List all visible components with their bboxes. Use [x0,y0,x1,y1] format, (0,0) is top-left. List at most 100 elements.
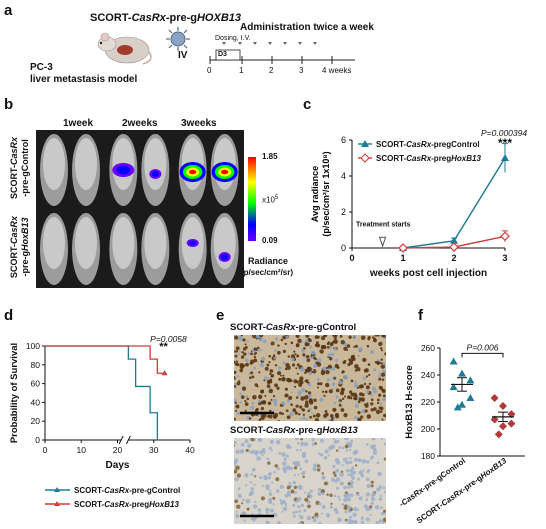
data-point [466,376,475,384]
cell-nucleus [379,410,383,414]
cell-nucleus [293,474,297,477]
cell-nucleus [241,386,247,391]
data-point [398,243,408,253]
cell-nucleus [358,470,364,476]
cell-nucleus [244,484,248,487]
cell-nucleus [349,457,352,460]
col-header-1week: 1week [63,118,94,129]
cell-nucleus [357,411,361,415]
cell-nucleus [371,491,376,497]
row-label-control: SCORT-CasRx -pre-gControl [9,136,30,200]
cell-nucleus [302,416,306,420]
cell-nucleus [304,491,307,494]
cell-nucleus [277,344,280,347]
cell-nucleus [267,414,271,418]
cell-nucleus [362,357,367,363]
cell-nucleus [268,361,271,364]
cell-nucleus [273,470,276,474]
cell-nucleus [286,490,291,495]
cell-nucleus [344,493,349,498]
cell-nucleus [382,394,386,398]
cell-nucleus [376,401,380,405]
cell-nucleus [265,507,270,512]
cell-nucleus [332,471,336,475]
cell-nucleus [338,400,342,404]
cell-nucleus [361,409,366,414]
cell-nucleus [333,336,337,340]
cell-nucleus [370,408,374,412]
cell-nucleus [359,384,364,389]
y-tick-label: 0 [35,435,40,445]
cell-nucleus [236,375,240,378]
cell-nucleus [381,388,385,392]
y-axis-label: Probability of Survival [9,343,20,443]
cell-nucleus [268,472,273,476]
cell-nucleus [296,449,299,452]
panel-label-c: c [303,96,312,113]
d3-label: D3 [218,51,227,58]
axis-break [125,435,131,445]
cell-nucleus [347,395,351,400]
mouse-highlight [75,217,97,269]
cell-nucleus [260,389,264,393]
cell-nucleus [261,400,266,405]
cell-nucleus [352,512,357,517]
survival-curve [45,345,165,374]
cell-nucleus [307,383,311,387]
cell-nucleus [377,472,381,476]
cell-nucleus [349,515,353,519]
cell-nucleus [305,400,309,404]
cell-nucleus [286,365,291,370]
cell-nucleus [362,469,365,472]
cell-nucleus [244,399,247,403]
cell-nucleus [275,477,280,482]
cell-nucleus [292,480,297,485]
cell-nucleus [314,513,318,517]
data-point [450,236,458,244]
significance-stars: ** [159,341,168,353]
cell-nucleus [264,394,267,397]
cell-nucleus [239,401,242,404]
cell-nucleus [373,337,377,341]
cell-nucleus [351,466,355,469]
cell-nucleus [383,442,387,446]
cell-nucleus [360,520,365,525]
cell-nucleus [380,358,384,361]
cell-nucleus [380,506,383,509]
cell-nucleus [356,491,359,494]
cell-nucleus [335,395,339,399]
cell-nucleus [353,345,356,348]
cell-nucleus [341,370,345,374]
cell-nucleus [346,473,349,476]
cell-nucleus [339,390,345,396]
cell-nucleus [343,375,349,380]
cell-nucleus [284,387,288,391]
scale-unit: x105 [262,195,279,205]
cell-nucleus [242,498,245,502]
cell-nucleus [251,401,255,405]
legend-marker [54,487,60,492]
cell-nucleus [312,467,317,472]
cell-nucleus [268,354,272,358]
cell-nucleus [241,351,244,354]
x-tick-label: 0 [349,253,354,263]
cell-nucleus [296,363,300,367]
cell-nucleus [284,393,289,398]
cell-nucleus [357,400,361,404]
cell-nucleus [235,350,238,353]
cell-nucleus [326,493,329,496]
cell-nucleus [382,369,385,373]
cell-nucleus [301,408,304,411]
cell-nucleus [292,461,297,465]
cell-nucleus [266,384,271,388]
cell-nucleus [282,461,287,466]
cell-nucleus [253,347,257,351]
data-point [507,410,516,419]
cell-nucleus [291,363,296,367]
panel-label-e: e [216,307,225,324]
cell-nucleus [268,388,274,394]
signal-blob-core [116,165,130,175]
cell-nucleus [318,466,322,469]
cell-nucleus [321,390,325,393]
cell-nucleus [325,369,330,375]
